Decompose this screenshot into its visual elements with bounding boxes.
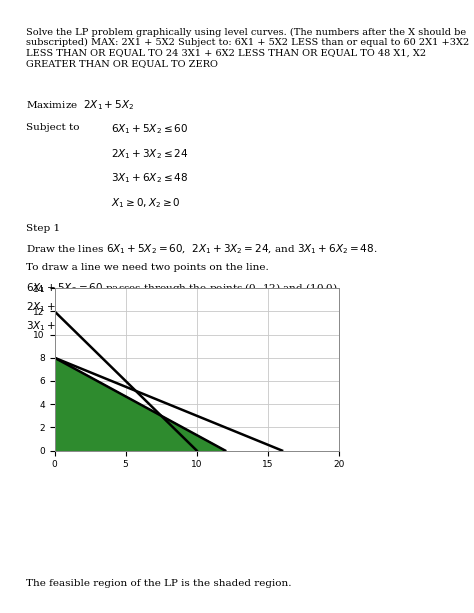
- Polygon shape: [55, 358, 225, 451]
- Text: $2X_1 + 3X_2 = 24$ passes through the points ((0,8) and (12,0): $2X_1 + 3X_2 = 24$ passes through the po…: [26, 300, 332, 314]
- Text: Subject to: Subject to: [26, 123, 80, 132]
- Text: $6X_1 + 5X_2 \leq 60$: $6X_1 + 5X_2 \leq 60$: [111, 123, 189, 137]
- Text: $3X_1 + 6X_2 = 48$ passes through the points (0,8) and (16,0): $3X_1 + 6X_2 = 48$ passes through the po…: [26, 319, 328, 333]
- Text: Step 1: Step 1: [26, 224, 60, 233]
- Text: Draw the lines $6X_1 + 5X_2 = 60$,  $2X_1 + 3X_2 = 24$, and $3X_1 + 6X_2 = 48$.: Draw the lines $6X_1 + 5X_2 = 60$, $2X_1…: [26, 242, 377, 256]
- Text: $3X_1 + 6X_2 \leq 48$: $3X_1 + 6X_2 \leq 48$: [111, 172, 189, 186]
- Text: $X_1 \geq 0, X_2 \geq 0$: $X_1 \geq 0, X_2 \geq 0$: [111, 196, 181, 210]
- Text: $6X_1 + 5X_2 = 60$ passes through the points (0, 12) and (10,0): $6X_1 + 5X_2 = 60$ passes through the po…: [26, 281, 338, 295]
- Text: The feasible region of the LP is the shaded region.: The feasible region of the LP is the sha…: [26, 579, 292, 588]
- Text: $2X_1 + 3X_2 \leq 24$: $2X_1 + 3X_2 \leq 24$: [111, 147, 189, 161]
- Text: Maximize  $2X_1 + 5X_2$: Maximize $2X_1 + 5X_2$: [26, 98, 134, 112]
- Text: Solve the LP problem graphically using level curves. (The numbers after the X sh: Solve the LP problem graphically using l…: [26, 28, 469, 68]
- Text: To draw a line we need two points on the line.: To draw a line we need two points on the…: [26, 263, 269, 272]
